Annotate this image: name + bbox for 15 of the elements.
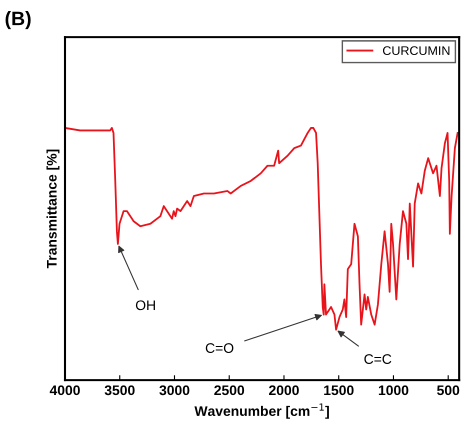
x-tick-label: 3000 <box>159 385 190 396</box>
x-tick-label: 3500 <box>104 385 135 396</box>
annotation: OH <box>136 300 155 310</box>
x-axis-title: Wavenumber [cm$^{−1}$] <box>194 403 329 419</box>
legend-label: CURCUMIN <box>382 46 450 56</box>
annotation: C=C <box>364 354 392 364</box>
annotation: C=O <box>206 343 234 353</box>
x-tick-label: 1500 <box>324 385 354 396</box>
chart-title: (B) <box>6 11 31 30</box>
x-tick-label: 4000 <box>50 385 80 396</box>
x-tick-label: 1000 <box>378 385 408 396</box>
x-tick-label: 2500 <box>214 385 244 396</box>
y-axis-title: Transmittance [%] <box>46 150 60 268</box>
x-tick-label: 500 <box>437 385 460 396</box>
x-tick-label: 2000 <box>269 385 299 396</box>
